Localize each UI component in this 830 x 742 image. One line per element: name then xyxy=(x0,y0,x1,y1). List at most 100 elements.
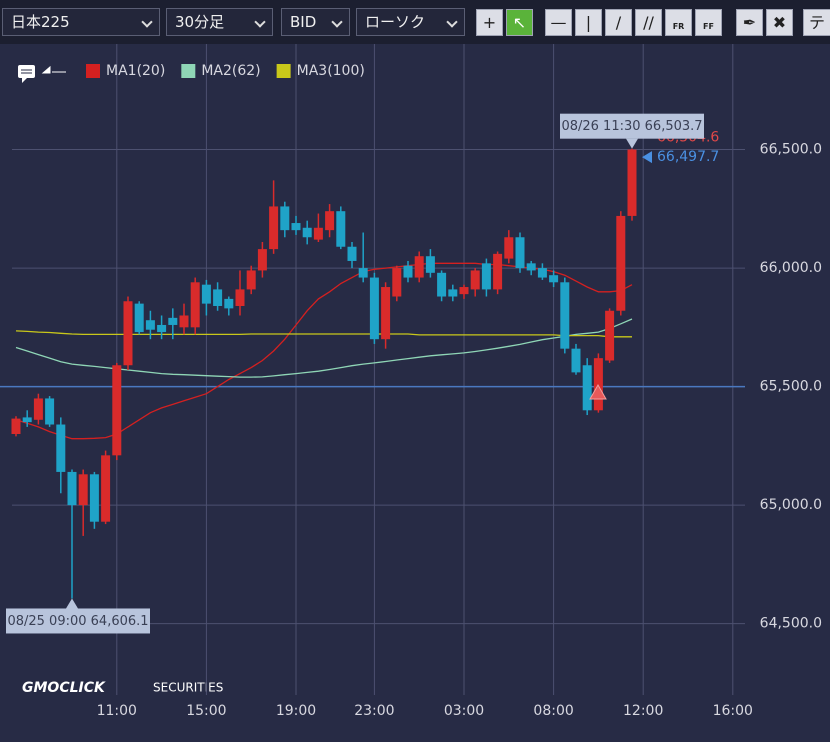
candle-body xyxy=(470,270,480,290)
y-tick-label: 65,500.0 xyxy=(760,379,822,395)
legend-label: MA3(100) xyxy=(297,63,365,79)
channel-button[interactable]: // xyxy=(635,9,662,36)
low-label-box xyxy=(6,608,150,634)
vline-button[interactable]: | xyxy=(575,9,602,36)
side-select[interactable]: BID xyxy=(281,8,350,36)
candle-body xyxy=(257,249,267,271)
candle-body xyxy=(593,358,603,411)
price-pointer xyxy=(642,151,652,164)
ma-line xyxy=(15,330,632,338)
candle-body xyxy=(313,227,323,240)
interval-select[interactable]: 30分足 xyxy=(166,8,273,36)
y-tick-label: 65,000.0 xyxy=(760,497,822,513)
legend-swatch xyxy=(276,64,291,78)
candle-body xyxy=(347,246,357,261)
signal-arrow xyxy=(589,383,607,400)
candle-body xyxy=(560,282,570,349)
x-tick-label: 03:00 xyxy=(444,703,484,719)
candle-body xyxy=(515,237,525,269)
candle-body xyxy=(89,474,99,522)
x-tick-label: 19:00 xyxy=(276,703,316,719)
erase-all-button[interactable]: ✖ xyxy=(766,9,793,36)
style-select[interactable]: ローソク xyxy=(356,8,465,36)
candle-body xyxy=(56,424,66,472)
candle-body xyxy=(179,315,189,328)
legend-swatch xyxy=(181,64,196,78)
candle-body xyxy=(33,398,43,420)
candle-body xyxy=(582,365,592,411)
y-tick-label: 64,500.0 xyxy=(760,616,822,632)
candle-body xyxy=(224,298,234,309)
candle-body xyxy=(11,418,21,434)
candle-body xyxy=(616,215,626,311)
x-tick-label: 12:00 xyxy=(623,703,663,719)
legend-swatch xyxy=(86,64,100,78)
x-tick-label: 15:00 xyxy=(186,703,226,719)
candle-body xyxy=(101,455,111,522)
x-tick-label: 16:00 xyxy=(713,703,753,719)
toolbar: 日本225 30分足 BID ローソク + ↖ — | / // FR FF ✒… xyxy=(0,0,830,44)
candle-body xyxy=(549,275,559,283)
tab-button[interactable]: テ xyxy=(803,9,830,36)
candle-body xyxy=(325,211,335,231)
symbol-select[interactable]: 日本225 xyxy=(2,8,160,36)
candle-body xyxy=(157,324,167,333)
candle-body xyxy=(78,474,88,506)
candle-body xyxy=(201,284,211,304)
candle-body xyxy=(291,223,301,231)
candle-body xyxy=(403,265,413,278)
candle-body xyxy=(437,272,447,297)
crosshair-button[interactable]: + xyxy=(476,9,503,36)
candle-body xyxy=(235,289,245,306)
x-tick-label: 08:00 xyxy=(533,703,573,719)
trendline-button[interactable]: / xyxy=(605,9,632,36)
candle-body xyxy=(526,263,536,271)
candle-body xyxy=(280,206,290,231)
watermark-brand: GMOCLICK xyxy=(22,680,106,696)
candle-body xyxy=(369,277,379,340)
candle-body xyxy=(302,227,312,238)
candle-body xyxy=(190,282,200,328)
watermark-sub: SECURITIES xyxy=(153,681,223,695)
candle-body xyxy=(134,303,144,333)
candle-body xyxy=(425,256,435,273)
low-label-pointer xyxy=(66,598,78,609)
high-label-pointer xyxy=(626,138,638,149)
candle-body xyxy=(627,149,637,216)
candle-body xyxy=(571,348,581,373)
legend-label: MA2(62) xyxy=(201,63,260,79)
candle-body xyxy=(504,237,514,259)
low-label: 08/25 09:00 64,606.1 xyxy=(7,614,148,629)
candle-body xyxy=(112,365,122,456)
high-label: 08/26 11:30 66,503.7 xyxy=(561,119,702,134)
hline-button[interactable]: — xyxy=(545,9,572,36)
erase-button[interactable]: ✒ xyxy=(736,9,763,36)
candle-body xyxy=(448,289,458,297)
legend-label: MA1(20) xyxy=(106,63,165,79)
candle-body xyxy=(168,317,178,325)
candle-body xyxy=(269,206,279,250)
note-icon xyxy=(18,65,66,83)
candle-body xyxy=(123,301,133,366)
candle-body xyxy=(381,287,391,340)
x-tick-label: 23:00 xyxy=(354,703,394,719)
candle-body xyxy=(145,320,155,330)
candle-body xyxy=(213,289,223,306)
candle-body xyxy=(537,268,547,278)
candle-body xyxy=(392,268,402,297)
fr-button[interactable]: FR xyxy=(665,9,692,36)
candle-body xyxy=(358,268,368,278)
pointer-button[interactable]: ↖ xyxy=(506,9,533,36)
y-tick-label: 66,500.0 xyxy=(760,142,822,158)
candle-body xyxy=(246,270,256,290)
candle-body xyxy=(336,211,346,247)
candle-body xyxy=(22,417,32,423)
y-tick-label: 66,000.0 xyxy=(760,260,822,276)
ff-button[interactable]: FF xyxy=(695,9,722,36)
candle-body xyxy=(459,287,469,295)
candle-body xyxy=(67,471,77,506)
candle-body xyxy=(481,263,491,290)
candle-body xyxy=(414,256,424,278)
